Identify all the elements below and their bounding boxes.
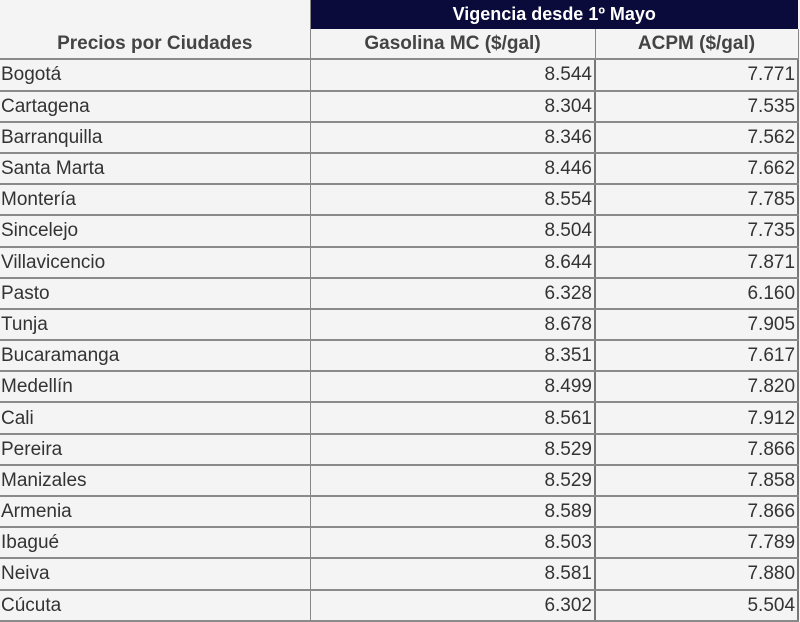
header-row-columns: Precios por Ciudades Gasolina MC ($/gal)… (0, 29, 799, 61)
table-row: Ibagué 8.503 7.789 (0, 527, 800, 560)
table-body: Bogotá 8.544 7.771 Cartagena 8.304 7.535 Barra… (0, 59, 800, 622)
city-cell: Cúcuta (0, 589, 310, 622)
table-row: Medellín 8.499 7.820 (0, 371, 800, 404)
gasoline-price-cell: 8.503 (309, 527, 596, 560)
diesel-price-cell: 7.662 (594, 152, 800, 186)
table-row: Barranquilla 8.346 7.562 (0, 121, 800, 154)
city-cell: Ibagué (0, 527, 310, 560)
gasoline-price-cell: 8.529 (309, 464, 596, 498)
table-row: Bucaramanga 8.351 7.617 (0, 340, 800, 373)
diesel-price-cell: 7.789 (594, 527, 800, 560)
city-cell: Bogotá (0, 59, 310, 92)
table-row: Villavicencio 8.644 7.871 (0, 246, 800, 279)
group-title: Vigencia desde 1º Mayo (309, 0, 799, 30)
city-cell: Pereira (0, 433, 310, 466)
gasoline-price-cell: 8.351 (309, 340, 596, 373)
table-row: Neiva 8.581 7.880 (0, 558, 800, 591)
diesel-price-cell: 7.617 (594, 340, 800, 373)
gasoline-price-cell: 8.529 (309, 433, 596, 466)
gasoline-price-cell: 8.499 (309, 371, 596, 404)
city-cell: Cali (0, 402, 310, 435)
city-cell: Santa Marta (0, 152, 310, 186)
gasoline-price-cell: 8.581 (309, 558, 596, 591)
city-cell: Barranquilla (0, 121, 310, 154)
table-row: Montería 8.554 7.785 (0, 184, 800, 217)
gasoline-price-cell: 8.346 (309, 121, 596, 154)
diesel-price-cell: 6.160 (594, 277, 800, 310)
diesel-price-cell: 7.535 (594, 90, 800, 123)
diesel-price-cell: 7.735 (594, 215, 800, 248)
city-cell: Villavicencio (0, 246, 310, 279)
diesel-price-cell: 7.905 (594, 308, 800, 342)
diesel-price-cell: 7.785 (594, 184, 800, 217)
table-row: Pasto 6.328 6.160 (0, 277, 800, 310)
gasoline-price-cell: 8.446 (309, 152, 596, 186)
gasoline-price-cell: 8.544 (309, 59, 596, 92)
gasoline-price-cell: 8.561 (309, 402, 596, 435)
gasoline-price-cell: 8.554 (309, 184, 596, 217)
city-cell: Manizales (0, 464, 310, 498)
city-column-header: Precios por Ciudades (0, 29, 310, 61)
table-row: Manizales 8.529 7.858 (0, 464, 800, 498)
city-cell: Armenia (0, 496, 310, 529)
gasoline-price-cell: 6.328 (309, 277, 596, 310)
gasoline-price-cell: 8.589 (309, 496, 596, 529)
table-row: Cúcuta 6.302 5.504 (0, 589, 800, 622)
city-cell: Sincelejo (0, 215, 310, 248)
city-cell: Tunja (0, 308, 310, 342)
diesel-price-cell: 7.912 (594, 402, 800, 435)
table-row: Cartagena 8.304 7.535 (0, 90, 800, 123)
header-blank-cell (0, 0, 310, 29)
city-cell: Neiva (0, 558, 310, 591)
table-row: Bogotá 8.544 7.771 (0, 59, 800, 92)
header-row-group: Vigencia desde 1º Mayo (0, 0, 799, 30)
diesel-price-cell: 5.504 (594, 589, 800, 622)
diesel-price-cell: 7.866 (594, 496, 800, 529)
table-row: Cali 8.561 7.912 (0, 402, 800, 435)
city-cell: Montería (0, 184, 310, 217)
gasoline-price-cell: 8.304 (309, 90, 596, 123)
diesel-price-cell: 7.771 (594, 59, 800, 92)
gasoline-price-cell: 6.302 (309, 589, 596, 622)
table-row: Armenia 8.589 7.866 (0, 496, 800, 529)
city-cell: Cartagena (0, 90, 310, 123)
gasoline-price-cell: 8.678 (309, 308, 596, 342)
diesel-price-cell: 7.820 (594, 371, 800, 404)
city-cell: Medellín (0, 371, 310, 404)
diesel-price-cell: 7.880 (594, 558, 800, 591)
diesel-price-cell: 7.858 (594, 464, 800, 498)
gasoline-price-cell: 8.504 (309, 215, 596, 248)
diesel-price-cell: 7.562 (594, 121, 800, 154)
diesel-column-header: ACPM ($/gal) (594, 29, 799, 61)
diesel-price-cell: 7.866 (594, 433, 800, 466)
table-row: Sincelejo 8.504 7.735 (0, 215, 800, 248)
table-row: Tunja 8.678 7.905 (0, 308, 800, 342)
city-cell: Bucaramanga (0, 340, 310, 373)
gasoline-price-cell: 8.644 (309, 246, 596, 279)
gasoline-column-header: Gasolina MC ($/gal) (309, 29, 596, 61)
table-row: Santa Marta 8.446 7.662 (0, 152, 800, 186)
table-row: Pereira 8.529 7.866 (0, 433, 800, 466)
diesel-price-cell: 7.871 (594, 246, 800, 279)
city-cell: Pasto (0, 277, 310, 310)
